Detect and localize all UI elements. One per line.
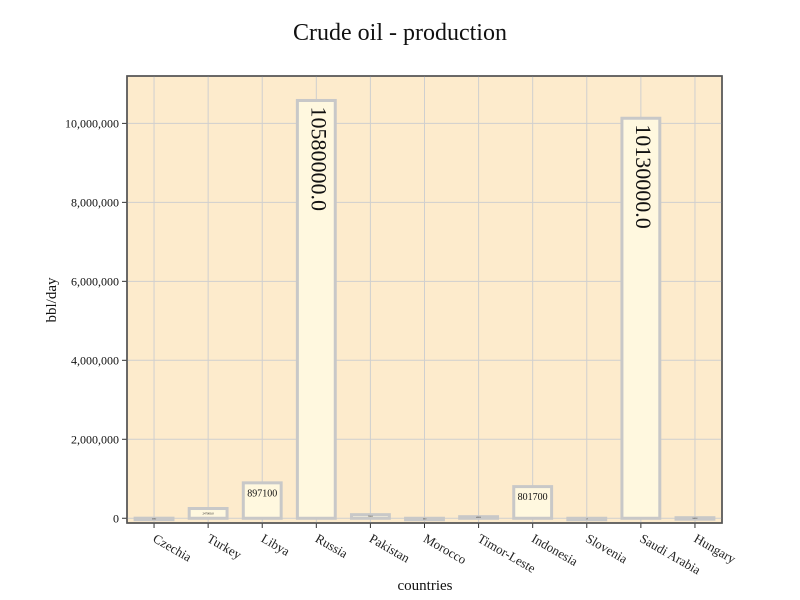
- y-tick-label: 8,000,000: [71, 195, 119, 209]
- x-tick-label: Pakistan: [367, 531, 413, 566]
- bar-value-label: 2000.0: [152, 518, 156, 520]
- bar: [566, 516, 608, 522]
- y-axis: 0 2,000,000 4,000,000 6,000,000 8,000,000 10,…: [65, 116, 127, 525]
- bar: [404, 516, 445, 522]
- y-tick-label: 0: [113, 511, 119, 525]
- x-tick-label: Morocco: [421, 531, 469, 567]
- value-labels: 2000.0 247000.0 897100 10580000.0 91000.0 160…: [152, 106, 698, 520]
- bar-value-label: 160.0: [423, 519, 427, 521]
- y-axis-title: bbl/day: [44, 277, 60, 322]
- plot-border: [126, 75, 723, 524]
- bar-value-label: 247000.0: [203, 511, 215, 515]
- x-tick-label: Czechia: [151, 531, 195, 565]
- y-tick-label: 2,000,000: [71, 432, 119, 446]
- bar: [349, 513, 391, 520]
- x-axis-title: countries: [398, 578, 453, 594]
- y-tick-label: 4,000,000: [71, 353, 119, 367]
- y-tick-label: 6,000,000: [71, 274, 119, 288]
- x-tick-label: Slovenia: [583, 531, 630, 567]
- bar-value-label: 5.0: [586, 519, 588, 521]
- bar: [512, 485, 554, 520]
- bar: [674, 516, 716, 521]
- bar-value-label: 14000.0: [693, 518, 698, 520]
- x-tick-label: Saudi Arabia: [637, 531, 703, 578]
- bar-value-label: 40000.0: [476, 517, 481, 519]
- x-tick-label: Libya: [259, 531, 293, 559]
- bar-value-label: 10130000.0: [631, 124, 656, 229]
- bar-value-label: 801700: [518, 492, 548, 503]
- bar: [187, 507, 229, 520]
- chart-title: Crude oil - production: [293, 20, 507, 46]
- x-tick-label: Timor-Leste: [475, 531, 538, 576]
- bar-value-label: 897100: [247, 488, 277, 499]
- bar-value-label: 91000.0: [368, 516, 373, 518]
- x-tick-label: Russia: [313, 531, 351, 561]
- bar: [133, 516, 175, 522]
- bar: [241, 481, 283, 520]
- y-tick-label: 10,000,000: [65, 116, 119, 130]
- x-tick-label: Turkey: [205, 531, 245, 563]
- bar: [295, 98, 337, 520]
- bar-value-label: 10580000.0: [306, 106, 331, 211]
- bar: [620, 116, 662, 520]
- bars: [133, 98, 716, 522]
- bar: [458, 515, 500, 520]
